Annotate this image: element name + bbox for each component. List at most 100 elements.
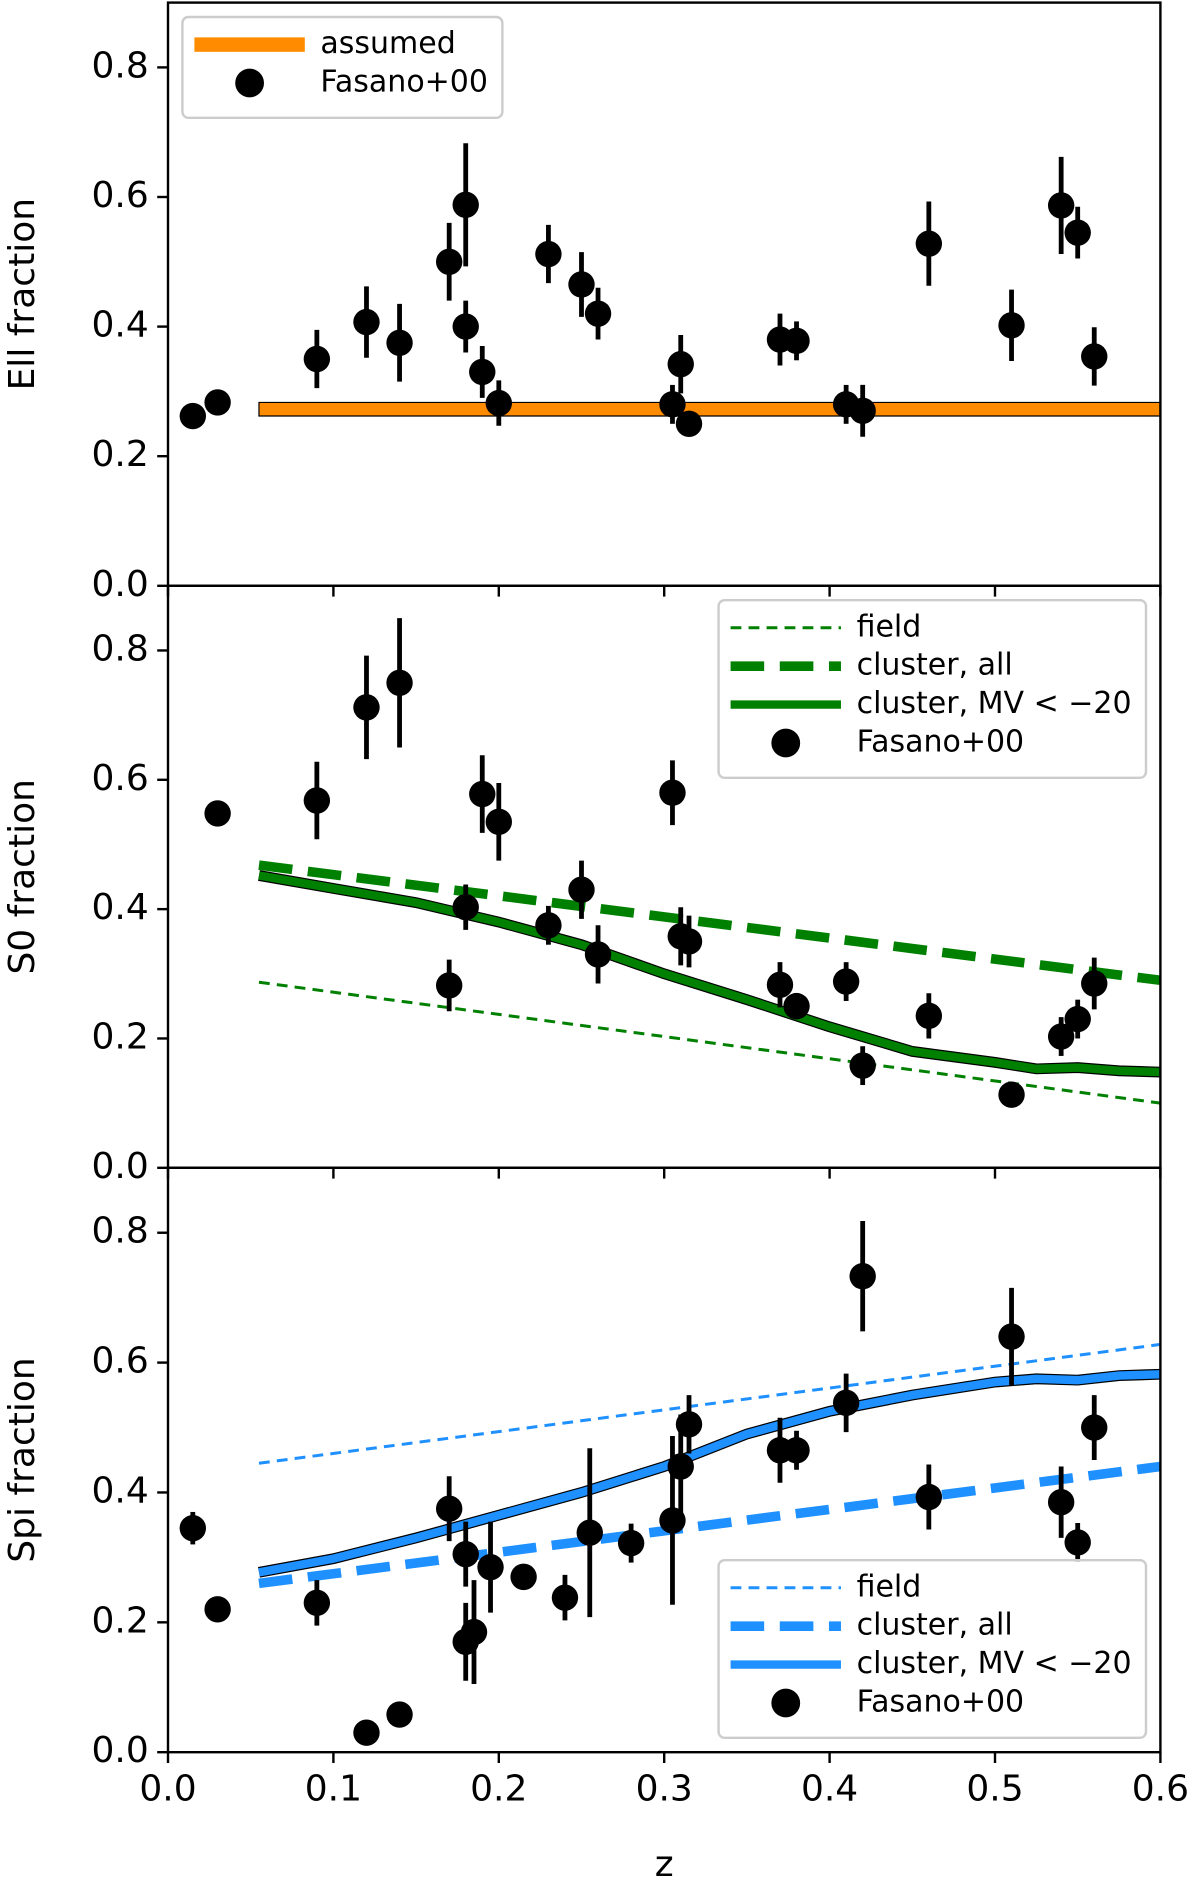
legend-box bbox=[717, 1559, 1148, 1739]
legend: assumed Fasano+00 bbox=[181, 15, 504, 119]
point bbox=[452, 313, 479, 340]
point bbox=[783, 327, 810, 355]
point bbox=[576, 1519, 603, 1546]
legend-swatch bbox=[771, 1688, 801, 1718]
point bbox=[303, 345, 331, 373]
y-tick-label: 0.8 bbox=[92, 45, 149, 86]
y-tick-label: 0.8 bbox=[92, 628, 149, 669]
point bbox=[675, 410, 703, 437]
y-axis-label: Ell fraction bbox=[2, 198, 43, 390]
point bbox=[783, 992, 810, 1020]
y-axis-label: S0 fraction bbox=[2, 779, 43, 974]
point bbox=[568, 876, 595, 903]
point bbox=[849, 1052, 876, 1079]
point bbox=[568, 271, 595, 298]
y-tick-label: 0.0 bbox=[92, 1730, 149, 1771]
legend-label: cluster, all bbox=[857, 1608, 1013, 1643]
x-tick-label: 0.3 bbox=[636, 1769, 693, 1810]
point bbox=[204, 800, 231, 827]
point bbox=[435, 972, 463, 999]
point bbox=[452, 1540, 479, 1568]
point bbox=[510, 1563, 537, 1591]
point bbox=[353, 694, 380, 721]
y-tick-label: 0.4 bbox=[92, 305, 149, 346]
panel: 0.0 0.2 0.4 0.6 0.8 0.0 0.1 0.2 0.3 0.4 0.5 0.6 Spi … bbox=[2, 1166, 1189, 1885]
point bbox=[386, 329, 413, 356]
point bbox=[535, 912, 562, 939]
point bbox=[386, 1701, 413, 1728]
legend-swatch bbox=[235, 68, 264, 98]
point bbox=[1047, 1023, 1075, 1050]
point bbox=[832, 968, 860, 995]
point bbox=[485, 389, 512, 417]
point bbox=[584, 941, 612, 968]
point bbox=[766, 971, 794, 998]
point bbox=[1047, 192, 1075, 219]
x-tick-label: 0.4 bbox=[801, 1769, 858, 1810]
point bbox=[1064, 219, 1091, 246]
point bbox=[386, 669, 413, 696]
y-tick-label: 0.0 bbox=[92, 564, 149, 605]
x-axis-label: z bbox=[655, 1844, 674, 1885]
point bbox=[353, 1719, 380, 1746]
point bbox=[659, 391, 686, 418]
point bbox=[667, 1453, 694, 1480]
point bbox=[832, 1389, 860, 1417]
legend-label: Fasano+00 bbox=[857, 1685, 1025, 1720]
point bbox=[675, 928, 703, 955]
point bbox=[998, 312, 1025, 339]
legend-label: cluster, MV < −20 bbox=[857, 1646, 1132, 1681]
point bbox=[179, 1514, 207, 1542]
point bbox=[435, 1495, 463, 1522]
point bbox=[1064, 1529, 1091, 1556]
point bbox=[675, 1411, 703, 1438]
y-tick-label: 0.4 bbox=[92, 887, 149, 928]
point bbox=[849, 397, 876, 425]
y-tick-label: 0.6 bbox=[92, 1341, 149, 1382]
point bbox=[452, 191, 479, 218]
x-tick-label: 0.1 bbox=[305, 1769, 362, 1810]
point bbox=[469, 358, 496, 386]
point bbox=[915, 1002, 943, 1030]
point bbox=[353, 308, 380, 336]
point bbox=[915, 230, 943, 257]
point bbox=[204, 1596, 231, 1623]
y-tick-label: 0.4 bbox=[92, 1470, 149, 1511]
legend-label: cluster, all bbox=[857, 648, 1013, 683]
line bbox=[258, 1461, 1162, 1589]
point bbox=[435, 248, 463, 275]
legend-label: Fasano+00 bbox=[320, 65, 488, 100]
point bbox=[584, 300, 612, 327]
x-tick-label: 0.5 bbox=[966, 1769, 1023, 1810]
point bbox=[477, 1553, 504, 1581]
point bbox=[452, 893, 479, 921]
y-tick-label: 0.2 bbox=[92, 434, 149, 475]
y-tick-label: 0.2 bbox=[92, 1600, 149, 1641]
point bbox=[915, 1483, 943, 1511]
point bbox=[783, 1437, 810, 1464]
legend-swatch bbox=[771, 728, 801, 758]
point bbox=[204, 389, 231, 416]
legend-label: field bbox=[857, 1569, 922, 1604]
point bbox=[1081, 343, 1108, 370]
y-tick-label: 0.0 bbox=[92, 1146, 149, 1187]
point bbox=[617, 1529, 645, 1557]
line bbox=[258, 1370, 1161, 1577]
point bbox=[551, 1584, 579, 1611]
legend-label: assumed bbox=[320, 26, 455, 61]
point bbox=[1081, 1414, 1108, 1441]
line bbox=[258, 860, 1162, 986]
point bbox=[659, 779, 686, 806]
point bbox=[998, 1081, 1025, 1108]
point bbox=[485, 808, 512, 836]
band bbox=[258, 401, 1161, 417]
point bbox=[460, 1618, 488, 1646]
legend-label: cluster, MV < −20 bbox=[857, 686, 1132, 721]
y-tick-label: 0.8 bbox=[92, 1211, 149, 1252]
point bbox=[303, 787, 331, 814]
y-axis-label: Spi fraction bbox=[2, 1357, 43, 1562]
point bbox=[535, 240, 562, 268]
